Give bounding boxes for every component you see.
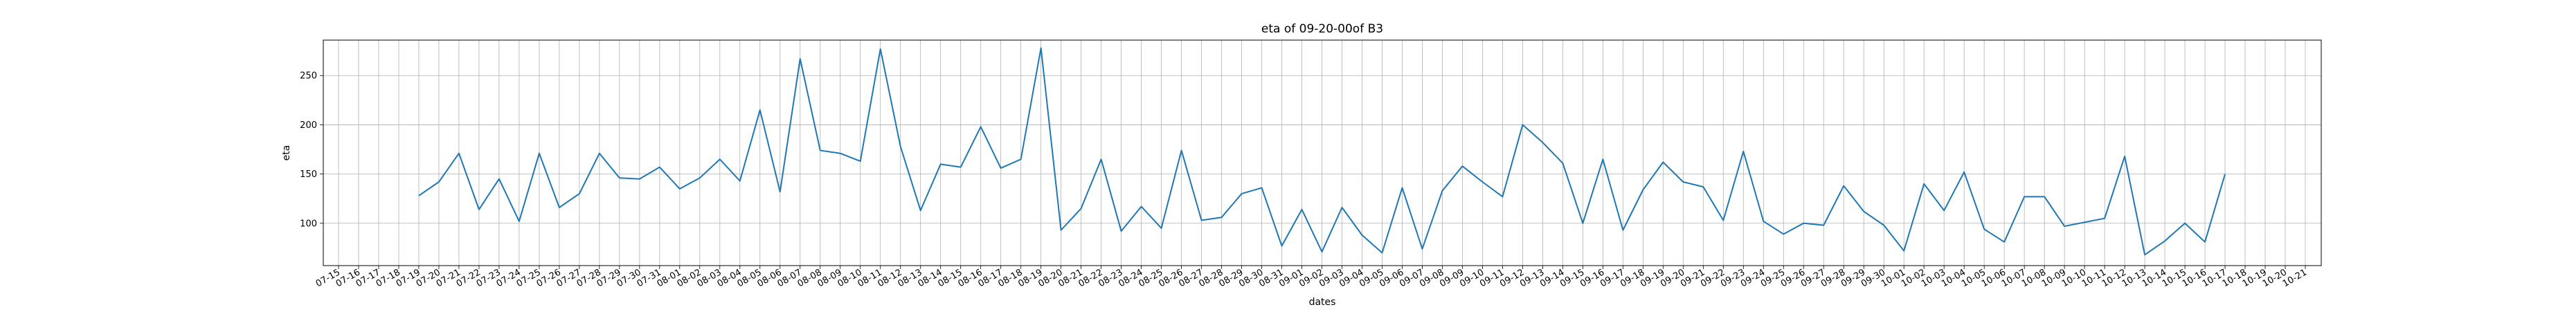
y-tick-label: 150	[300, 169, 317, 180]
series-layer	[418, 47, 2226, 256]
y-tick-label: 250	[300, 71, 317, 82]
y-tick-label: 200	[300, 120, 317, 131]
plot-frame	[323, 39, 2322, 266]
chart-title: eta of 09-20-00of B3	[1261, 22, 1383, 36]
series-line	[418, 47, 2226, 256]
grid	[323, 40, 2321, 266]
y-axis: 100 150 200 250	[300, 71, 323, 229]
y-tick-label: 100	[300, 219, 317, 229]
y-axis-label: eta	[281, 145, 292, 161]
x-axis-label: dates	[1309, 297, 1336, 308]
